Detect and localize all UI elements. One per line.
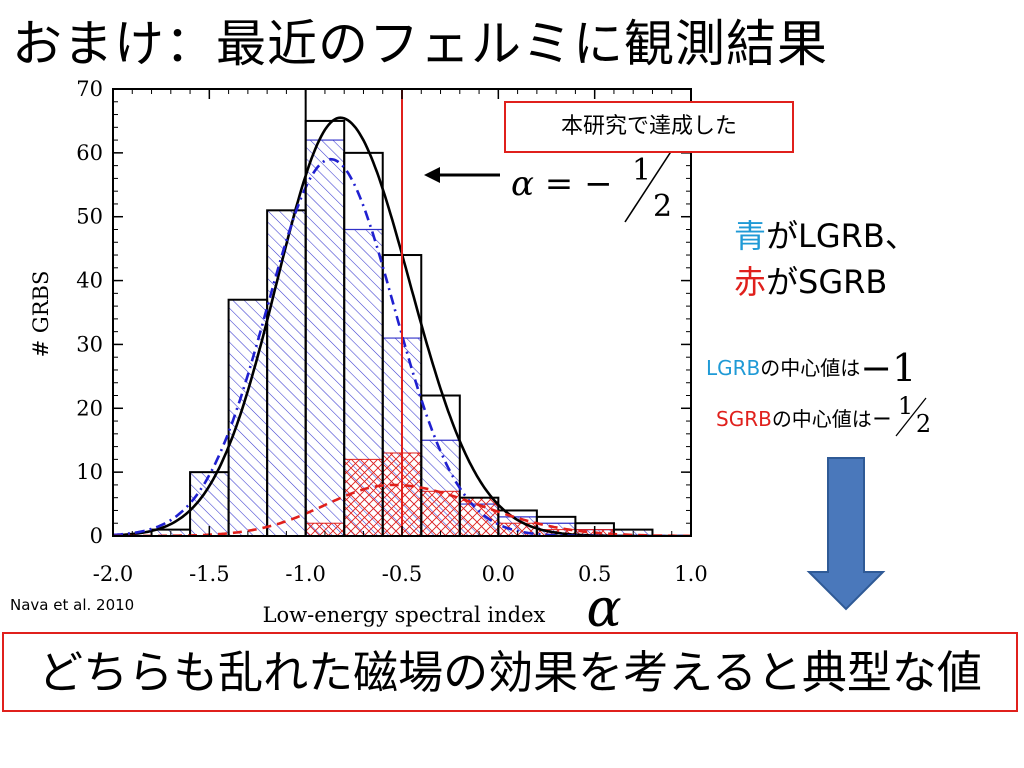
down-arrow-icon [806, 457, 886, 611]
conclusion-box: どちらも乱れた磁場の効果を考えると典型な値 [2, 632, 1018, 712]
lgrb-bar [267, 210, 306, 536]
x-tick-label: 0.5 [578, 562, 611, 586]
sgrb-center-value: SGRBの中心値は− 1 2 [716, 392, 936, 440]
alpha-formula-slash [624, 149, 673, 223]
callout-achieved: 本研究で達成した [504, 101, 794, 153]
lgrb-value: −1 [860, 346, 917, 390]
lgrb-label: LGRB [706, 356, 761, 380]
x-tick-label: -2.0 [93, 562, 134, 586]
legend-lgrb: 青がLGRB、 [734, 215, 917, 257]
x-tick-label: -1.0 [285, 562, 326, 586]
x-tick-label: 1.0 [674, 562, 707, 586]
y-tick-label: 40 [76, 269, 103, 293]
lgrb-center-text: の中心値は [760, 356, 861, 380]
citation: Nava et al. 2010 [10, 596, 135, 614]
lgrb-center-value: LGRBの中心値は−1 [706, 346, 916, 390]
x-tick-label: -0.5 [382, 562, 423, 586]
legend-blue-word: 青 [734, 217, 767, 255]
y-tick-label: 0 [90, 524, 103, 548]
alpha-annotation: α = − 1 2 [424, 149, 673, 224]
y-tick-label: 70 [76, 77, 103, 101]
y-axis-label: # GRBS [29, 271, 53, 358]
slide-title: おまけ：最近のフェルミに観測結果 [12, 15, 828, 73]
legend-sgrb-text: がSGRB [766, 263, 888, 301]
sgrb-fraction-slash [895, 397, 927, 437]
sgrb-label: SGRB [716, 407, 772, 431]
legend-sgrb: 赤がSGRB [734, 261, 887, 303]
x-tick-label: 0.0 [482, 562, 515, 586]
legend-lgrb-text: がLGRB、 [766, 217, 917, 255]
y-tick-label: 60 [76, 141, 103, 165]
axes: -2.0 -1.5 -1.0 -0.5 0.0 0.5 1.0 0 10 20 30 40 50 60 70 [76, 77, 707, 586]
legend-red-word: 赤 [734, 263, 767, 301]
left-arrow-head-icon [424, 167, 440, 183]
y-tick-label: 50 [76, 205, 103, 229]
alpha-formula-num: 1 [632, 153, 651, 188]
y-tick-label: 20 [76, 396, 103, 420]
sgrb-bar [343, 458, 384, 536]
lgrb-bar [305, 140, 345, 536]
grb-histogram-chart: -2.0 -1.5 -1.0 -0.5 0.0 0.5 1.0 0 10 20 30 40 50 60 70… [29, 77, 708, 639]
alpha-formula-den: 2 [653, 189, 672, 224]
plot-area [113, 89, 691, 536]
alpha-formula-lhs: α = − [511, 164, 613, 204]
sgrb-center-text: の中心値は [771, 407, 872, 431]
sgrb-den: 2 [915, 410, 932, 438]
y-tick-label: 30 [76, 332, 103, 356]
x-tick-label: -1.5 [189, 562, 230, 586]
sgrb-num: 1 [897, 392, 914, 420]
y-tick-label: 10 [76, 460, 103, 484]
sgrb-sign: − [871, 404, 892, 432]
sgrb-bar [420, 490, 461, 536]
x-axis-label: Low-energy spectral index [263, 603, 546, 627]
x-axis-symbol: α [586, 579, 621, 639]
sgrb-bar [459, 497, 499, 536]
all-bar [420, 394, 461, 536]
